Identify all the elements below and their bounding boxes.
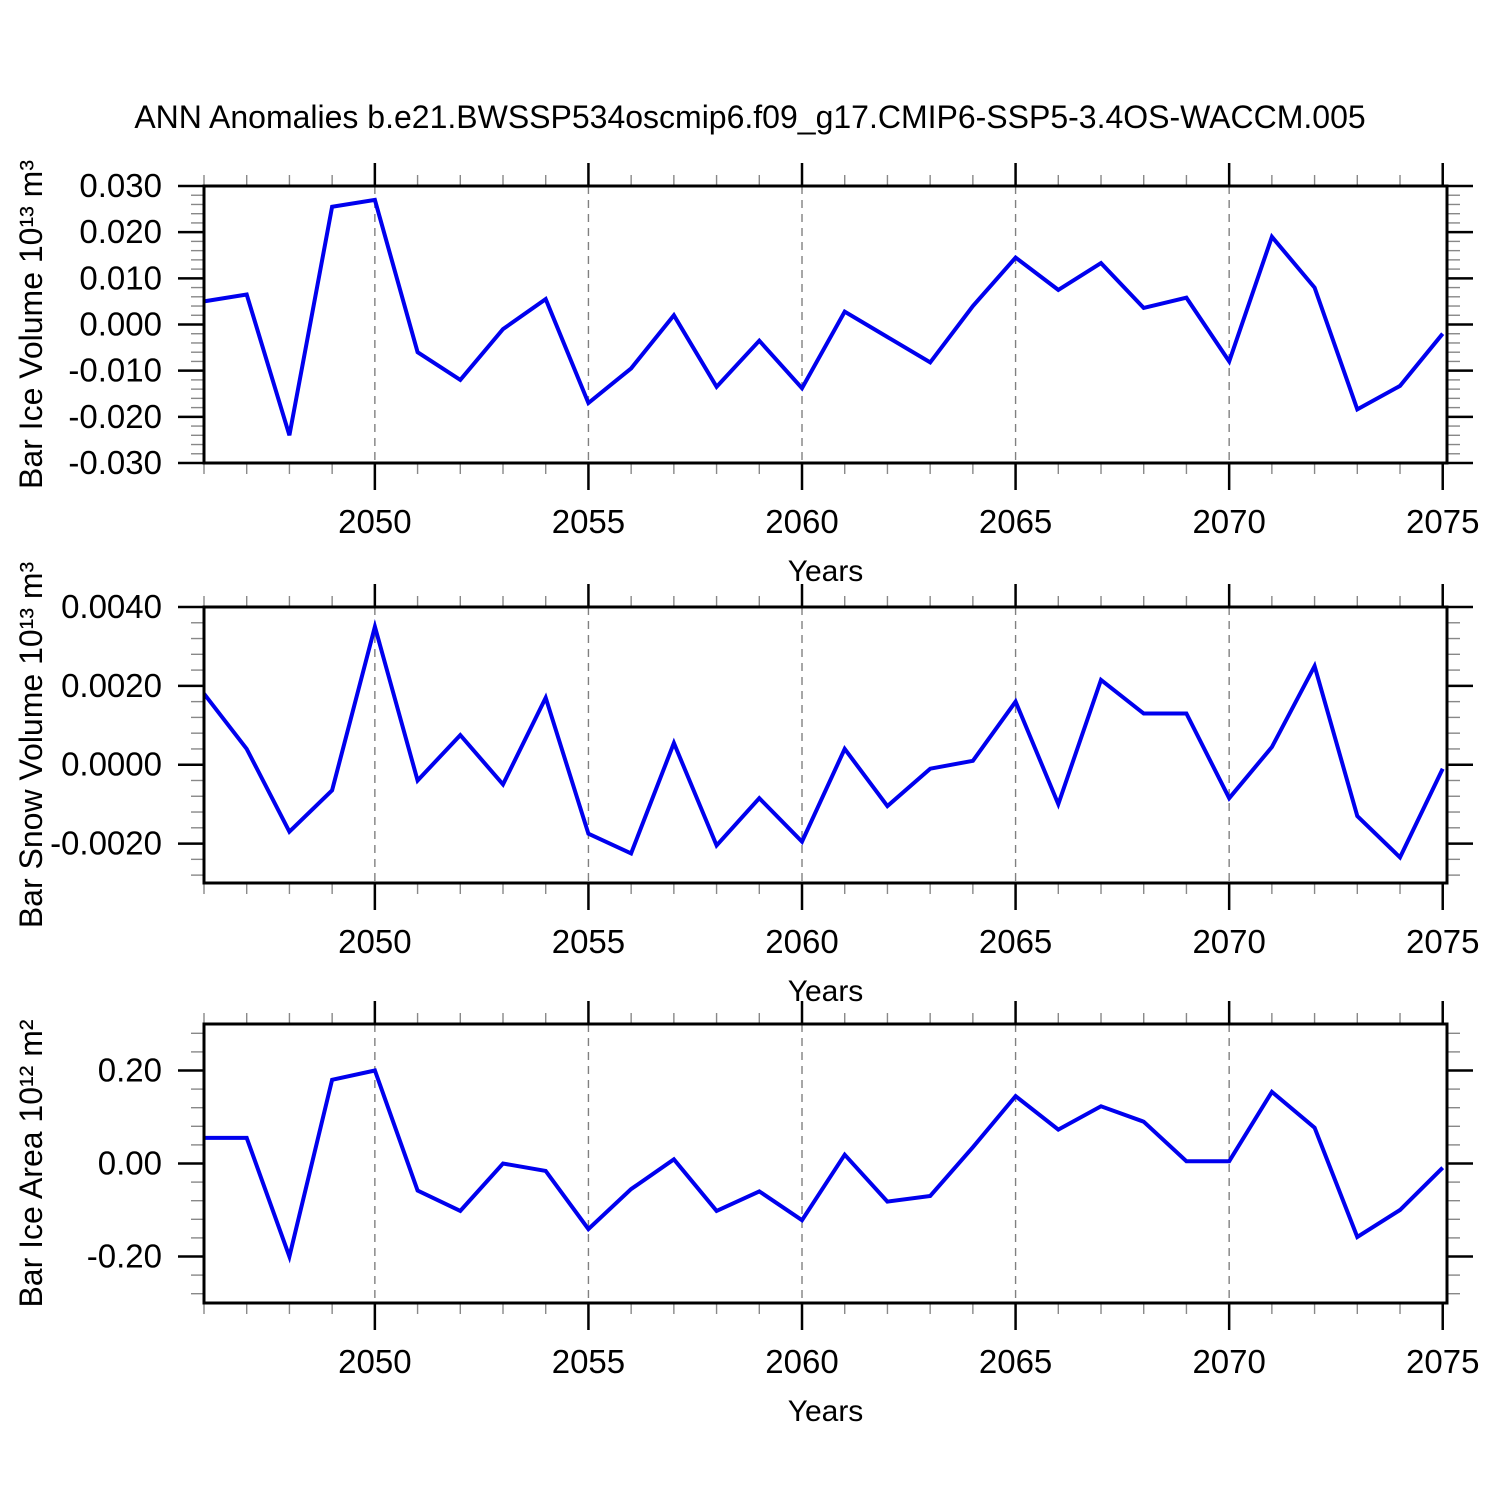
plot-box (202, 605, 1449, 885)
x-tick-label: 2060 (765, 923, 838, 960)
chart-panel-bar-ice-area: 0.20 0.00 -0.20 2050 2055 2060 2065 2070 2075 Yea… (13, 1001, 1479, 1428)
x-axis-title: Years (788, 555, 864, 588)
y-axis-title: Bar Ice Volume 10¹³ m³ (13, 160, 49, 489)
y-tick-label: -0.0020 (50, 825, 162, 862)
series-line-bar-ice-volume (203, 197, 1445, 436)
y-tick-label: -0.20 (87, 1238, 162, 1275)
x-tick-label: 2060 (765, 503, 838, 540)
y-tick-label: 0.020 (79, 213, 162, 250)
x-tick-label: 2055 (552, 923, 625, 960)
x-tick-label: 2050 (338, 503, 411, 540)
x-tick-label: 2055 (552, 1343, 625, 1380)
y-tick-label: 0.010 (79, 259, 162, 296)
x-tick-label: 2075 (1406, 503, 1479, 540)
y-tick-label: -0.030 (68, 444, 162, 481)
x-tick-label: 2065 (979, 923, 1052, 960)
x-tick-label: 2065 (979, 1343, 1052, 1380)
plot-box (202, 184, 1449, 465)
x-tick-label: 2070 (1192, 1343, 1265, 1380)
y-tick-label: 0.000 (79, 306, 162, 343)
x-tick-label: 2075 (1406, 923, 1479, 960)
x-tick-label: 2050 (338, 923, 411, 960)
y-tick-label: 0.00 (98, 1145, 162, 1182)
y-axis-title: Bar Snow Volume 10¹³ m³ (13, 561, 49, 928)
x-axis-title: Years (788, 975, 864, 1008)
chart-panel-bar-snow-volume: 0.0040 0.0020 0.0000 -0.0020 2050 2055 2060 206… (13, 561, 1479, 1008)
y-axis-title: Bar Ice Area 10¹² m² (13, 1019, 49, 1307)
y-tick-label: -0.010 (68, 352, 162, 389)
y-tick-label: 0.0020 (61, 667, 162, 704)
y-tick-label: 0.030 (79, 167, 162, 204)
plot-box (202, 1022, 1449, 1305)
x-tick-label: 2070 (1192, 923, 1265, 960)
y-tick-label: 0.0040 (61, 588, 162, 625)
x-tick-label: 2060 (765, 1343, 838, 1380)
series-line-bar-ice-area (204, 1068, 1445, 1264)
x-tick-label: 2075 (1406, 1343, 1479, 1380)
x-tick-label: 2065 (979, 503, 1052, 540)
chart-title: ANN Anomalies b.e21.BWSSP534oscmip6.f09_… (134, 99, 1366, 135)
series-line-bar-snow-volume (202, 619, 1445, 861)
y-tick-label: 0.0000 (61, 746, 162, 783)
x-tick-label: 2055 (552, 503, 625, 540)
x-axis-title: Years (788, 1395, 864, 1428)
y-tick-label: 0.20 (98, 1052, 162, 1089)
chart-panel-bar-ice-volume: 0.030 0.020 0.010 0.000 -0.010 -0.020 -0.030 20… (13, 160, 1479, 588)
y-tick-label: -0.020 (68, 398, 162, 435)
x-tick-label: 2070 (1192, 503, 1265, 540)
x-tick-label: 2050 (338, 1343, 411, 1380)
